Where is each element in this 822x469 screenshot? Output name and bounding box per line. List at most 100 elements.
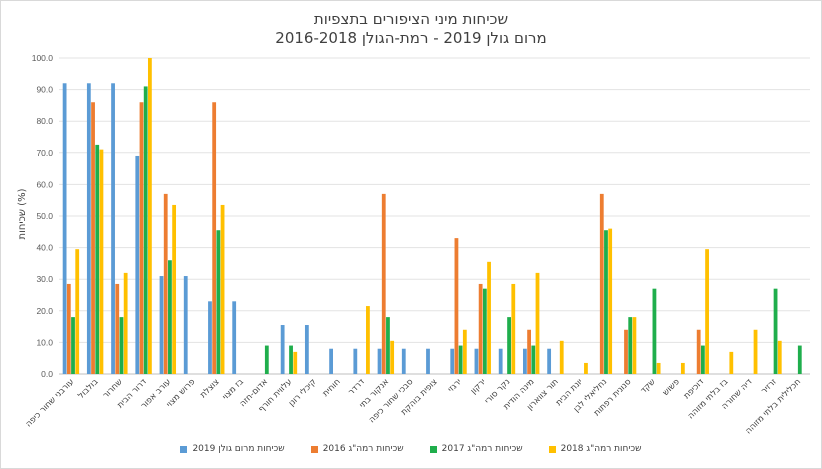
y-tick-label: 90.0 — [36, 85, 53, 95]
bars — [62, 58, 802, 375]
bar — [280, 325, 285, 374]
bar — [168, 260, 172, 374]
bar — [523, 348, 527, 374]
bar — [99, 149, 104, 374]
bar — [507, 317, 511, 374]
y-tick-label: 0.0 — [41, 369, 53, 379]
bar — [75, 249, 80, 374]
bar — [700, 345, 705, 374]
x-tick-label: עורבני שחור כיפה — [24, 377, 76, 429]
bar — [232, 301, 237, 374]
x-tick-label: ירגזי — [446, 377, 464, 395]
legend-item: שכיחות רמה"ג 2016 — [310, 444, 404, 454]
bar — [139, 102, 144, 375]
y-tick-label: 60.0 — [36, 179, 53, 189]
legend-label: שכיחות רמה"ג 2016 — [322, 444, 404, 454]
y-tick-label: 80.0 — [36, 116, 53, 126]
bar — [143, 86, 148, 374]
bar — [135, 155, 140, 374]
y-tick-label: 50.0 — [36, 211, 53, 221]
x-tick-label: דרדר — [346, 377, 367, 398]
bar — [705, 249, 709, 374]
bar — [123, 272, 128, 374]
bar — [531, 345, 536, 374]
bar — [293, 351, 298, 374]
bar — [111, 83, 115, 374]
chart-title: שכיחות מיני הציפורים בתצפיות — [313, 10, 509, 28]
bar — [797, 345, 802, 374]
bar — [608, 228, 613, 374]
legend-item: שכיחות מרום גולן 2019 — [180, 444, 285, 454]
bar — [462, 329, 467, 374]
bar — [777, 340, 782, 374]
bar — [212, 102, 217, 375]
bar — [172, 204, 177, 374]
x-tick-label: בולבול — [76, 377, 100, 401]
x-tick-label: שקד — [639, 377, 658, 396]
bar — [559, 340, 564, 374]
y-tick-label: 10.0 — [36, 337, 53, 347]
bar — [119, 317, 124, 374]
legend-label: שכיחות מרום גולן 2019 — [192, 444, 285, 454]
bar — [527, 329, 531, 374]
chart-subtitle: מרום גולן 2019 - רמת-הגולן 2016-2018 — [275, 29, 547, 47]
legend-item: שכיחות רמה"ג 2018 — [548, 444, 642, 454]
bar — [458, 345, 463, 374]
bar — [159, 276, 164, 374]
bar — [729, 351, 734, 374]
legend-swatch — [429, 445, 437, 453]
bar — [66, 283, 71, 374]
bar — [353, 348, 358, 374]
bar — [454, 238, 459, 374]
y-tick-label: 20.0 — [36, 306, 53, 316]
bar — [366, 306, 370, 374]
legend-item: שכיחות רמה"ג 2017 — [429, 444, 523, 454]
bar — [62, 83, 67, 374]
bar — [535, 272, 540, 374]
bar — [753, 329, 758, 374]
bar — [487, 261, 491, 374]
bar — [329, 348, 333, 374]
bar — [304, 325, 309, 374]
bar — [71, 317, 75, 374]
y-tick-label: 40.0 — [36, 243, 53, 253]
legend-swatch — [310, 445, 318, 453]
bar — [216, 230, 221, 374]
legend-swatch — [548, 445, 556, 453]
y-tick-label: 30.0 — [36, 274, 53, 284]
bar — [773, 288, 778, 374]
legend-label: שכיחות רמה"ג 2017 — [441, 444, 523, 454]
bar — [163, 193, 168, 374]
y-axis-label: שכיחות (%) — [17, 188, 28, 239]
bar — [696, 329, 701, 374]
bar — [547, 348, 552, 374]
bar — [183, 276, 188, 374]
y-tick-label: 100.0 — [32, 53, 54, 63]
legend-swatch — [180, 445, 188, 453]
bar — [86, 83, 91, 374]
bar — [208, 301, 212, 374]
bar — [482, 288, 487, 374]
bar — [220, 204, 225, 374]
x-tick-label: זרזיר — [759, 377, 778, 396]
bar — [91, 102, 95, 375]
bar — [426, 348, 430, 374]
bar — [115, 283, 120, 374]
x-tick-label: פשוש — [661, 377, 682, 398]
bar — [377, 348, 382, 374]
bar — [628, 317, 633, 374]
x-tick-label: צוצלת — [198, 377, 221, 400]
x-tick-label: ירקון — [469, 377, 488, 396]
bar — [656, 362, 661, 374]
bar — [632, 317, 637, 374]
bar — [498, 348, 503, 374]
bar — [604, 230, 608, 374]
bar — [381, 193, 386, 374]
bar — [652, 288, 657, 374]
bar — [289, 345, 293, 374]
bar — [624, 329, 628, 374]
bar — [511, 283, 516, 374]
bar — [264, 345, 269, 374]
